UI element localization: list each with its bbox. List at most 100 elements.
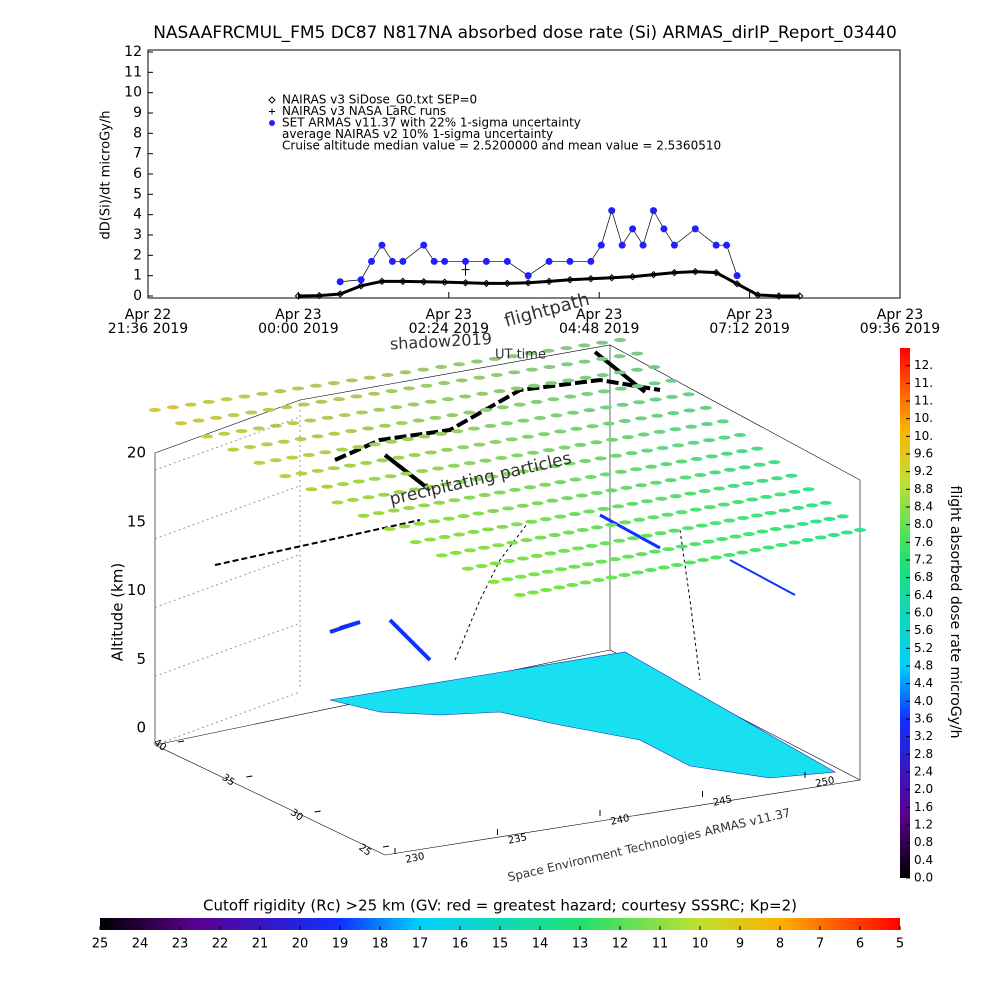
dose-field-dot — [613, 354, 626, 359]
dose-field-dot — [327, 381, 340, 386]
dose-field-dot — [620, 485, 633, 490]
dose-field-dot — [682, 392, 695, 397]
dose-field-dot — [734, 433, 746, 437]
data-point — [482, 279, 491, 288]
dose-field-dot — [256, 391, 269, 396]
legend-note: Cruise altitude median value = 2.5200000… — [282, 139, 721, 153]
dose-field-dot — [378, 423, 391, 428]
dose-field-dot — [481, 527, 494, 532]
dose-field-dot — [480, 407, 493, 412]
dose-field-dot — [260, 442, 273, 447]
dose-field-dot — [510, 522, 523, 527]
path-segment — [388, 618, 432, 662]
y-tick-label: 6 — [133, 166, 142, 182]
data-point — [618, 241, 626, 249]
dose-field-dot — [703, 438, 716, 443]
dose-field-dot — [545, 381, 558, 386]
x-tick-label: Apr 23 02:24 2019 — [408, 307, 490, 337]
dose-field-dot — [467, 426, 480, 431]
dose-field-dot — [473, 442, 486, 447]
dose-field-dot — [546, 498, 559, 503]
dose-field-dot — [713, 486, 726, 491]
data-point — [608, 273, 616, 282]
dose-field-dot — [530, 553, 543, 558]
dose-field-dot — [350, 394, 363, 399]
dose-field-dot — [407, 402, 420, 407]
dose-field-dot — [651, 413, 664, 418]
colorbar-tick-label: 21 — [252, 937, 269, 952]
dose-field-dot — [584, 474, 597, 479]
dose-field-dot — [581, 562, 594, 567]
dose-field-dot — [756, 529, 769, 534]
dose-field-dot — [501, 506, 514, 511]
dose-field-dot — [424, 537, 437, 542]
dose-field-dot — [805, 503, 818, 508]
dose-field-dot — [750, 513, 763, 518]
dose-field-dot — [647, 515, 660, 520]
dose-field-dot — [716, 537, 729, 542]
dose-field-dot — [392, 455, 405, 460]
colorbar-tick-label: 16 — [452, 937, 469, 952]
legend-label: NAIRAS v3 NASA LaRC runs — [282, 104, 446, 118]
dose-field-dot — [166, 405, 179, 410]
z-axis-label: Altitude (km) — [109, 563, 127, 661]
dose-field-dot — [723, 467, 736, 472]
colorbar-tick-label: 23 — [172, 937, 189, 952]
colorbar-tick-label: 9 — [736, 937, 744, 952]
dose-field-dot — [583, 509, 596, 514]
dose-field-dot — [778, 508, 791, 513]
dose-field-dot — [368, 476, 381, 481]
dose-field-dot — [328, 431, 341, 436]
colorbar-tick-label: 5.6 — [914, 623, 933, 637]
dose-field-dot — [413, 521, 426, 526]
dose-field-dot — [527, 590, 540, 595]
dose-field-dot — [377, 492, 390, 497]
dose-field-dot — [558, 445, 571, 450]
y-axis-label: dD(Si)/dt microGy/h — [99, 111, 114, 240]
dose-field-dot — [496, 524, 509, 529]
dose-field-dot — [408, 487, 421, 492]
dose-field-dot — [555, 567, 568, 572]
data-point — [545, 257, 553, 265]
dose-field-dot — [478, 545, 491, 550]
dose-field-dot — [505, 437, 518, 442]
dose-field-dot — [501, 471, 514, 476]
data-point — [336, 278, 344, 286]
data-point — [649, 270, 658, 279]
dose-field-dot — [433, 500, 446, 505]
data-point — [461, 279, 470, 287]
dose-field-dot — [649, 397, 662, 402]
data-point — [754, 291, 762, 299]
dose-field-dot — [403, 386, 416, 391]
dose-field-dot — [416, 469, 429, 474]
dose-field-dot — [500, 421, 513, 426]
dose-field-dot — [488, 356, 501, 361]
y-tick-label: 4 — [133, 207, 142, 223]
dose-field-dot — [562, 530, 575, 535]
dose-field-dot — [453, 362, 466, 367]
dose-field-dot — [492, 543, 505, 548]
colorbar-tick-label: 6.0 — [914, 606, 933, 620]
dose-field-dot — [527, 383, 540, 388]
dose-field-dot — [372, 511, 385, 516]
dose-field-dot — [827, 533, 840, 537]
colorbar-tick-label: 4.4 — [914, 676, 933, 690]
dose-field-dot — [408, 453, 421, 458]
colorbar-tick-label: 10. — [914, 429, 933, 443]
dose-field-dot — [664, 478, 677, 483]
dose-field-dot — [262, 407, 275, 412]
dose-field-dot — [697, 558, 710, 562]
dose-field-dot — [585, 543, 598, 548]
dose-field-dot — [625, 451, 638, 456]
dose-field-dot — [640, 533, 653, 538]
dose-field-dot — [576, 527, 589, 532]
dose-field-dot — [493, 490, 506, 495]
dose-field-dot — [280, 405, 293, 410]
lon-tick-label: 245 — [712, 794, 733, 809]
data-point — [587, 275, 595, 283]
dose-field-dot — [376, 458, 389, 463]
data-point — [482, 257, 490, 265]
lat-tick-label: 35 — [220, 772, 237, 788]
legend-marker — [269, 120, 275, 126]
